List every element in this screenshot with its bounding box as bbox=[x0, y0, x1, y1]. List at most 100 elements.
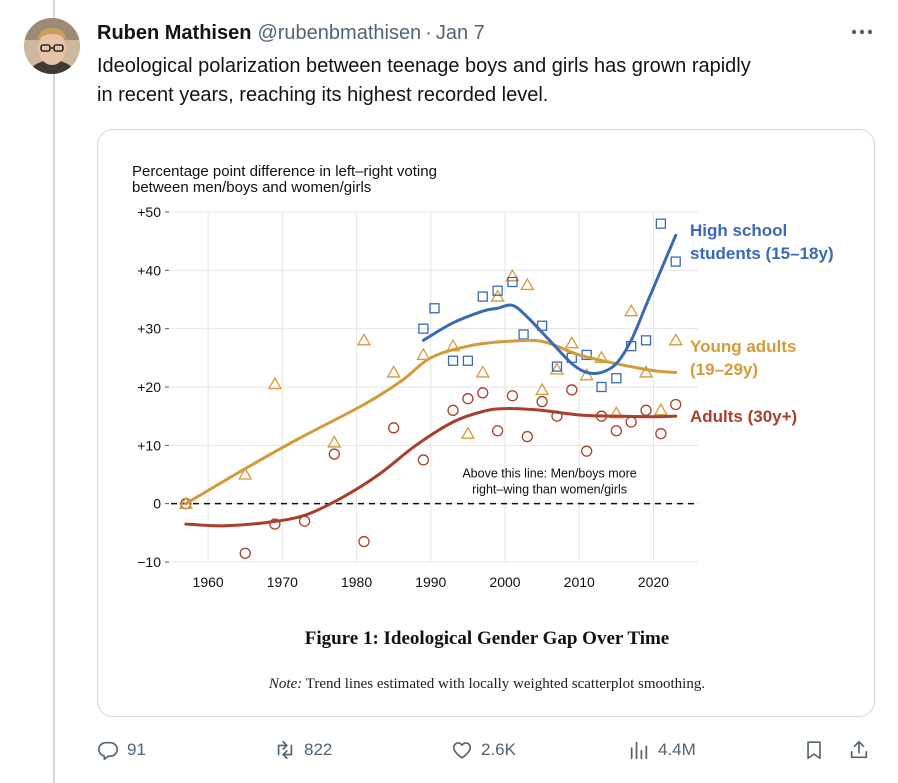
young-adults-point bbox=[609, 405, 624, 419]
bookmark-icon bbox=[807, 741, 821, 760]
high-school-point bbox=[655, 218, 667, 229]
adults-point bbox=[610, 425, 623, 437]
young-adults-point bbox=[520, 277, 535, 291]
adults-point bbox=[625, 416, 637, 428]
retweet-count: 822 bbox=[304, 740, 333, 759]
x-tick-label: 1980 bbox=[341, 574, 372, 590]
figure-note-text: Trend lines estimated with locally weigh… bbox=[305, 676, 706, 692]
young-adults-point bbox=[460, 426, 476, 439]
adults-point bbox=[462, 393, 474, 405]
y-axis-label-line2: between men/boys and women/girls bbox=[132, 179, 371, 196]
high-school-point bbox=[507, 276, 518, 288]
retweet-icon bbox=[277, 740, 293, 760]
young-adults-point bbox=[475, 365, 490, 378]
media-card[interactable]: Percentage point difference in left–righ… bbox=[97, 129, 875, 717]
young-adults-series-label: (19–29y) bbox=[690, 360, 758, 379]
adults-point bbox=[581, 445, 593, 457]
high-school-series-label: High school bbox=[690, 221, 787, 240]
views-button[interactable]: 4.4M bbox=[628, 734, 696, 766]
y-axis-label-line1: Percentage point difference in left–righ… bbox=[132, 163, 437, 180]
high-school-point bbox=[640, 335, 652, 346]
adults-point bbox=[328, 448, 340, 460]
y-tick-label: +30 bbox=[137, 321, 161, 337]
avatar-image bbox=[24, 18, 80, 74]
separator-dot: · bbox=[425, 21, 432, 44]
adults-point bbox=[388, 422, 400, 434]
high-school-point bbox=[462, 355, 474, 366]
share-icon bbox=[850, 740, 868, 759]
avatar[interactable] bbox=[24, 18, 80, 74]
young-adults-point bbox=[327, 435, 342, 448]
zero-line-annotation-line1: Above this line: Men/boys more bbox=[462, 467, 636, 481]
figure-note: Note: Trend lines estimated with locally… bbox=[98, 676, 874, 693]
young-adults-point bbox=[624, 303, 639, 317]
share-button[interactable] bbox=[848, 734, 870, 766]
x-tick-label: 2020 bbox=[638, 574, 669, 590]
high-school-trend-line bbox=[421, 233, 678, 376]
young-adults-series-label: Young adults bbox=[690, 337, 796, 356]
x-tick-label: 2010 bbox=[564, 574, 595, 590]
young-adults-point bbox=[668, 333, 683, 346]
retweet-button[interactable]: 822 bbox=[274, 734, 332, 766]
heart-icon bbox=[452, 742, 472, 759]
views-icon bbox=[630, 741, 648, 760]
high-school-point bbox=[477, 291, 488, 302]
high-school-point bbox=[429, 303, 440, 314]
high-school-series-label: students (15–18y) bbox=[690, 244, 834, 263]
author-handle[interactable]: @rubenbmathisen bbox=[257, 21, 422, 44]
views-count: 4.4M bbox=[658, 740, 696, 759]
young-adults-point bbox=[549, 362, 565, 375]
reply-button[interactable]: 91 bbox=[97, 734, 146, 766]
like-count: 2.6K bbox=[481, 740, 516, 759]
x-tick-label: 2000 bbox=[489, 574, 520, 590]
figure-note-label: Note: bbox=[268, 676, 303, 692]
more-icon bbox=[851, 29, 873, 35]
young-adults-point bbox=[416, 347, 431, 361]
tweet-date[interactable]: Jan 7 bbox=[435, 21, 485, 44]
adults-point bbox=[655, 428, 667, 440]
high-school-point bbox=[596, 381, 607, 393]
young-adults-point bbox=[535, 382, 550, 396]
tweet-header: Ruben Mathisen @rubenbmathisen · Jan 7 bbox=[97, 20, 877, 46]
adults-point bbox=[269, 518, 281, 530]
adults-trend-line bbox=[184, 407, 678, 528]
young-adults-point bbox=[594, 350, 609, 363]
young-adults-point bbox=[386, 365, 401, 378]
high-school-point bbox=[447, 355, 459, 366]
adults-point bbox=[477, 387, 489, 399]
young-adults-point bbox=[238, 467, 253, 480]
young-adults-point bbox=[564, 335, 579, 349]
figure-caption: Figure 1: Ideological Gender Gap Over Ti… bbox=[304, 628, 670, 649]
x-tick-label: 1970 bbox=[267, 574, 298, 590]
gender-gap-chart: Percentage point difference in left–righ… bbox=[132, 163, 834, 590]
bookmark-button[interactable] bbox=[803, 734, 825, 766]
adults-point bbox=[670, 398, 682, 411]
like-button[interactable]: 2.6K bbox=[451, 734, 516, 766]
high-school-point bbox=[551, 361, 563, 372]
high-school-point bbox=[518, 329, 529, 340]
y-tick-label: +40 bbox=[137, 262, 161, 278]
zero-line-annotation-line2: right–wing than women/girls bbox=[472, 483, 627, 497]
y-tick-label: −10 bbox=[137, 554, 161, 570]
high-school-point bbox=[670, 256, 681, 267]
high-school-point bbox=[492, 285, 503, 296]
adults-point bbox=[358, 535, 370, 548]
x-tick-label: 1960 bbox=[193, 574, 224, 590]
adults-point bbox=[239, 547, 251, 559]
action-bar: 91 822 2.6K 4.4M bbox=[97, 734, 877, 766]
young-adults-point bbox=[638, 365, 654, 378]
y-tick-label: +50 bbox=[137, 204, 161, 220]
reply-count: 91 bbox=[127, 740, 146, 759]
x-tick-label: 1990 bbox=[415, 574, 446, 590]
tweet-text: Ideological polarization between teenage… bbox=[97, 55, 751, 106]
adults-point bbox=[506, 390, 519, 402]
adults-point bbox=[566, 384, 578, 396]
y-tick-label: +10 bbox=[137, 437, 161, 453]
adults-point bbox=[640, 404, 652, 416]
adults-series-label: Adults (30y+) bbox=[690, 407, 797, 426]
young-adults-point bbox=[267, 376, 283, 390]
author-name[interactable]: Ruben Mathisen bbox=[97, 21, 252, 44]
adults-point bbox=[536, 395, 548, 408]
adults-point bbox=[417, 454, 430, 466]
more-button[interactable] bbox=[848, 22, 876, 42]
